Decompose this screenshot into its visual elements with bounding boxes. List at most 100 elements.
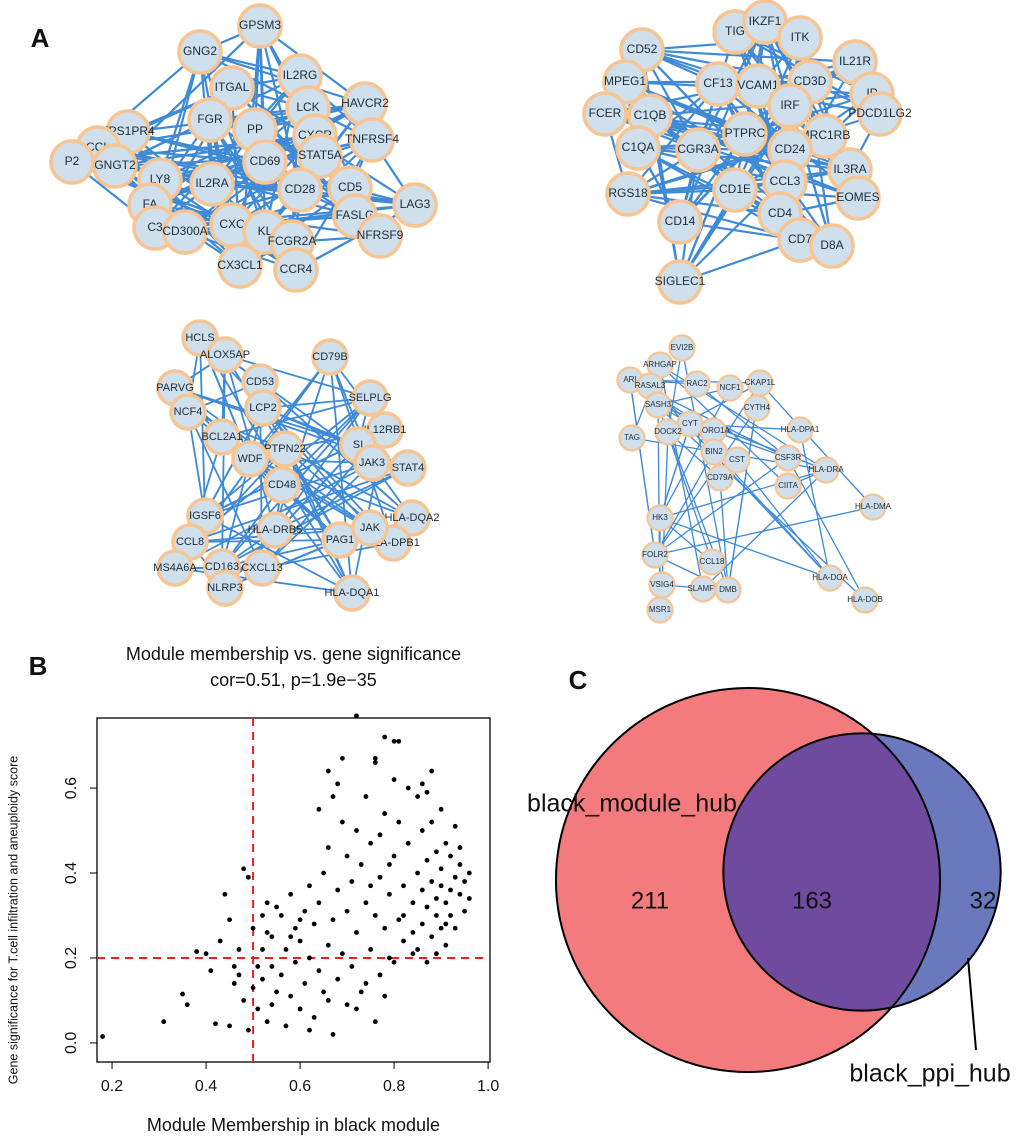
scatter-point [354,713,359,719]
venn-set-label: black_module_hub [527,790,737,818]
network-node [602,59,648,105]
scatter-point [448,887,453,893]
scatter-point [377,972,383,978]
scatter-point [429,879,435,884]
x-tick-label: 0.2 [101,1078,123,1095]
network-edge [261,462,373,569]
scatter-point [438,866,444,872]
scatter-point [335,976,341,982]
node-label: CCR4 [280,262,313,276]
network-node [723,446,751,474]
scatter-point [236,972,242,978]
network-node [743,394,771,422]
scatter-point [419,828,425,833]
node-label: IL2RA [195,176,228,190]
network-edge [627,192,781,216]
node-label: ALOX5AP [200,349,250,361]
scatter-point [386,891,392,897]
scatter-point [245,1027,251,1033]
scatter-point [457,845,463,850]
scatter-point [255,964,261,969]
node-label: CCL18 [700,557,725,566]
scatter-point [457,891,463,897]
scatter-point [335,781,341,787]
node-label: CD69 [250,154,281,168]
node-label: LY8 [150,172,171,186]
node-label: CD14 [665,214,696,228]
scatter-point [217,938,223,944]
scatter-point [410,900,416,906]
scatter-point [260,947,265,952]
scatter-point [434,896,439,901]
node-label: FCGR2A [268,234,317,248]
scatter-point [452,823,458,829]
scatter-point [255,1006,261,1012]
network-edge [199,337,206,517]
scatter-point [269,1002,275,1008]
node-label: STAT4 [392,462,425,474]
network-edge [629,379,866,601]
network-edge [654,407,758,556]
venn-count: 163 [792,887,832,914]
scatter-point [288,891,294,897]
network-node [217,243,263,289]
node-label: ARI [623,375,636,384]
node-label: IGSF6 [189,510,221,522]
network-edge [274,467,409,531]
scatter-point [419,781,425,787]
scatter-point [292,925,298,931]
network-node [392,182,438,228]
scatter-point [377,874,383,880]
node-label: GPSM3 [239,18,281,32]
scatter-point [405,840,411,846]
network-edge [221,354,226,568]
node-label: KL [258,224,273,238]
node-label: DMB [719,585,737,594]
scatter-point [250,985,256,991]
node-label: CD7 [788,232,812,246]
scatter-point [335,887,341,893]
scatter-point [274,904,279,910]
scatter-point [316,806,322,812]
network-node [786,416,814,444]
network-edge [736,459,831,579]
scatter-point [227,917,232,923]
venn-outline-b [722,732,1002,1012]
scatter-point [434,849,439,855]
network-edge [659,387,731,519]
network-edge [654,451,715,556]
node-label: MPEG1 [604,74,646,88]
node-label: CD3D [794,74,827,88]
x-tick-label: 0.4 [195,1078,217,1095]
scatter-point [396,738,402,744]
network-node [646,596,674,624]
network-edge [627,83,719,195]
node-label: PTPRC [725,126,766,140]
node-label: CIITA [778,481,799,490]
scatter-point [307,883,312,889]
panel-label: A [31,23,50,53]
scatter-point [372,755,378,761]
node-label: CX3CL1 [217,258,263,272]
network-node [243,549,281,587]
node-label: TIG [725,24,745,38]
scatter-point [368,840,373,846]
node-label: MRC1RB [800,128,851,142]
network-node [333,574,371,612]
network-node [206,569,244,607]
network-edge [274,397,371,531]
network-node [809,223,855,269]
leader-line [967,957,977,1051]
node-label: TNFRSF4 [345,132,399,146]
network-edge [187,411,263,569]
x-tick-label: 1.0 [477,1078,499,1095]
network-edge [641,48,856,64]
node-label: CD79A [707,473,733,482]
network-node [389,449,427,487]
y-tick-label: 0.6 [63,777,80,799]
node-label: LAG3 [400,197,431,211]
scatter-point [363,981,369,986]
network-edge [719,477,729,591]
node-label: PDCD1LG2 [848,106,912,120]
